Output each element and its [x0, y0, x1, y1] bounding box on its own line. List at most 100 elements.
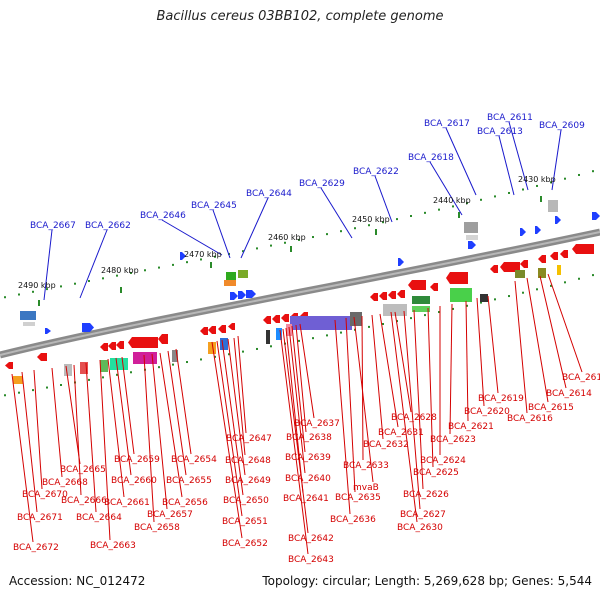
gene-label-lower[interactable]: BCA_2672	[13, 543, 59, 553]
gene-label-lower[interactable]: BCA_2663	[90, 541, 136, 551]
leader-line	[151, 353, 168, 510]
feature-box	[238, 270, 248, 278]
gene-label-lower[interactable]: BCA_2630	[397, 523, 443, 533]
gene-label-lower[interactable]: BCA_2670	[22, 490, 68, 500]
gene-arrow	[281, 314, 289, 322]
gene-label-lower[interactable]: BCA_2627	[400, 510, 446, 520]
leader-line	[394, 311, 412, 413]
gene-label-upper[interactable]: BCA_2644	[246, 189, 292, 199]
major-tick	[375, 229, 377, 235]
gene-label-upper[interactable]: BCA_2629	[299, 179, 345, 189]
leader-line	[299, 323, 315, 419]
scale-tick	[18, 391, 20, 394]
gene-label-lower[interactable]: BCA_2657	[147, 510, 193, 520]
gene-arrow	[430, 283, 438, 291]
scale-tick	[60, 285, 62, 288]
scale-tick	[46, 386, 48, 389]
leader-line	[413, 309, 424, 490]
leader-line	[73, 364, 82, 496]
gene-arrow	[555, 216, 561, 224]
gene-label-lower[interactable]: BCA_2639	[285, 453, 331, 463]
gene-label-lower[interactable]: BCA_2616	[507, 414, 553, 424]
leader-line	[403, 310, 421, 510]
scale-tick	[256, 347, 258, 350]
gene-label-lower[interactable]: BCA_2631	[378, 428, 424, 438]
gene-label-lower[interactable]: BCA_2621	[448, 422, 494, 432]
gene-label-lower[interactable]: BCA_2651	[222, 517, 268, 527]
major-tick	[210, 262, 212, 268]
gene-label-upper[interactable]: BCA_2613	[477, 127, 523, 137]
gene-label-lower[interactable]: BCA_2642	[288, 534, 334, 544]
gene-label-upper[interactable]: BCA_2618	[408, 153, 454, 163]
scale-tick	[326, 233, 328, 236]
scale-tick	[284, 241, 286, 244]
gene-label-upper[interactable]: BCA_2662	[85, 221, 131, 231]
gene-label-lower[interactable]: BCA_2624	[420, 456, 466, 466]
leader-line	[288, 326, 306, 474]
scale-tick	[452, 205, 454, 208]
feature-box	[515, 270, 525, 278]
gene-label-lower[interactable]: BCA_2659	[114, 455, 160, 465]
gene-label-lower[interactable]: BCA_2615	[528, 403, 574, 413]
gene-label-lower[interactable]: BCA_2614	[546, 389, 592, 399]
gene-label-lower[interactable]: BCA_2648	[225, 456, 271, 466]
leader-line	[240, 197, 269, 259]
leader-line	[551, 129, 562, 191]
gene-label-lower[interactable]: BCA_2620	[464, 407, 510, 417]
gene-label-lower[interactable]: BCA_2626	[403, 490, 449, 500]
gene-label-lower[interactable]: BCA_2636	[330, 515, 376, 525]
scale-tick	[214, 355, 216, 358]
gene-label-upper[interactable]: BCA_2609	[539, 121, 585, 131]
scale-tick	[214, 255, 216, 258]
gene-label-lower[interactable]: BCA_2666	[61, 496, 107, 506]
gene-label-lower[interactable]: BCA_2635	[335, 493, 381, 503]
feature-box	[464, 222, 478, 233]
gene-label-lower[interactable]: BCA_2658	[134, 523, 180, 533]
gene-label-lower[interactable]: BCA_2652	[222, 539, 268, 549]
scale-tick	[4, 296, 6, 299]
gene-label-lower[interactable]: BCA_2668	[42, 478, 88, 488]
gene-label-upper[interactable]: BCA_2645	[191, 201, 237, 211]
scale-tick	[172, 363, 174, 366]
gene-label-lower[interactable]: BCA_2640	[285, 474, 331, 484]
leader-line	[429, 161, 463, 216]
gene-label-lower[interactable]: mvaB	[353, 483, 379, 493]
gene-label-upper[interactable]: BCA_2667	[30, 221, 76, 231]
gene-label-upper[interactable]: BCA_2617	[424, 119, 470, 129]
gene-label-lower[interactable]: BCA_2656	[162, 498, 208, 508]
gene-label-lower[interactable]: BCA_2664	[76, 513, 122, 523]
major-tick	[540, 196, 542, 202]
gene-label-lower[interactable]: BCA_2628	[391, 413, 437, 423]
gene-label-upper[interactable]: BCA_2646	[140, 211, 186, 221]
gene-label-lower[interactable]: BCA_2655	[166, 476, 212, 486]
gene-label-upper[interactable]: BCA_2611	[487, 113, 533, 123]
scale-tick	[228, 353, 230, 356]
gene-label-lower[interactable]: BCA_2647	[226, 434, 272, 444]
gene-arrow	[272, 315, 280, 323]
gene-label-lower[interactable]: BCA_2632	[363, 440, 409, 450]
gene-label-lower[interactable]: BCA_2671	[17, 513, 63, 523]
gene-label-lower[interactable]: BCA_2643	[288, 555, 334, 565]
gene-label-lower[interactable]: BCA_2633	[343, 461, 389, 471]
gene-label-lower[interactable]: BCA_2650	[223, 496, 269, 506]
gene-label-lower[interactable]: BCA_2665	[60, 465, 106, 475]
gene-label-upper[interactable]: BCA_2622	[353, 167, 399, 177]
scale-tick	[438, 311, 440, 314]
gene-label-lower[interactable]: BCA_2638	[286, 433, 332, 443]
gene-label-lower[interactable]: BCA_2619	[478, 394, 524, 404]
gene-label-lower[interactable]: BCA_2625	[413, 468, 459, 478]
gene-label-lower[interactable]: BCA_2612	[562, 373, 600, 383]
scale-tick	[18, 293, 20, 296]
gene-label-lower[interactable]: BCA_2641	[283, 494, 329, 504]
gene-arrow	[82, 323, 94, 332]
scale-tick	[4, 394, 6, 397]
gene-label-lower[interactable]: BCA_2649	[225, 476, 271, 486]
gene-label-lower[interactable]: BCA_2660	[111, 476, 157, 486]
leader-line	[85, 362, 97, 513]
scale-tick	[270, 244, 272, 247]
gene-label-lower[interactable]: BCA_2654	[171, 455, 217, 465]
gene-label-lower[interactable]: BCA_2623	[430, 435, 476, 445]
gene-label-lower[interactable]: BCA_2661	[104, 498, 150, 508]
gene-arrow	[446, 272, 468, 284]
gene-label-lower[interactable]: BCA_2637	[294, 419, 340, 429]
